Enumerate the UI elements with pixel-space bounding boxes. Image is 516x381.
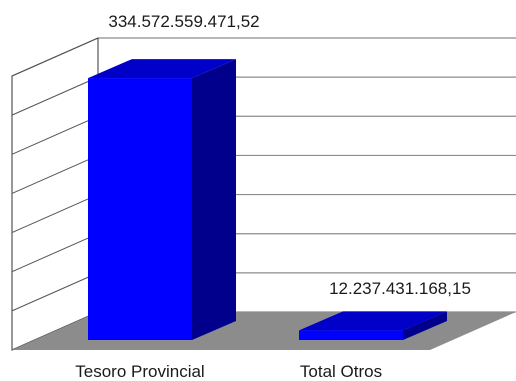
side-gridline: [11, 272, 99, 312]
side-gridline: [11, 115, 99, 155]
labels: 334.572.559.471,52 12.237.431.168,15 Tes…: [75, 12, 471, 381]
side-gridline: [11, 37, 99, 77]
bar-side: [403, 311, 447, 340]
side-gridline: [11, 194, 99, 234]
bar-top: [88, 59, 236, 79]
bar-top: [299, 311, 447, 331]
bar-side: [192, 59, 236, 340]
side-wall: [11, 37, 99, 351]
chart-walls: [11, 37, 516, 351]
data-label-total-otros: 12.237.431.168,15: [329, 279, 471, 298]
category-label-tesoro-provincial: Tesoro Provincial: [75, 362, 204, 381]
data-label-tesoro-provincial: 334.572.559.471,52: [108, 12, 259, 31]
bar-front: [299, 330, 403, 340]
bar-0: [88, 59, 236, 340]
side-gridline: [11, 154, 99, 194]
bar-front: [88, 78, 192, 340]
bar-1: [299, 311, 447, 340]
category-label-total-otros: Total Otros: [300, 362, 382, 381]
side-gridline: [11, 76, 99, 116]
bars: [88, 59, 447, 340]
side-gridline: [11, 233, 99, 273]
